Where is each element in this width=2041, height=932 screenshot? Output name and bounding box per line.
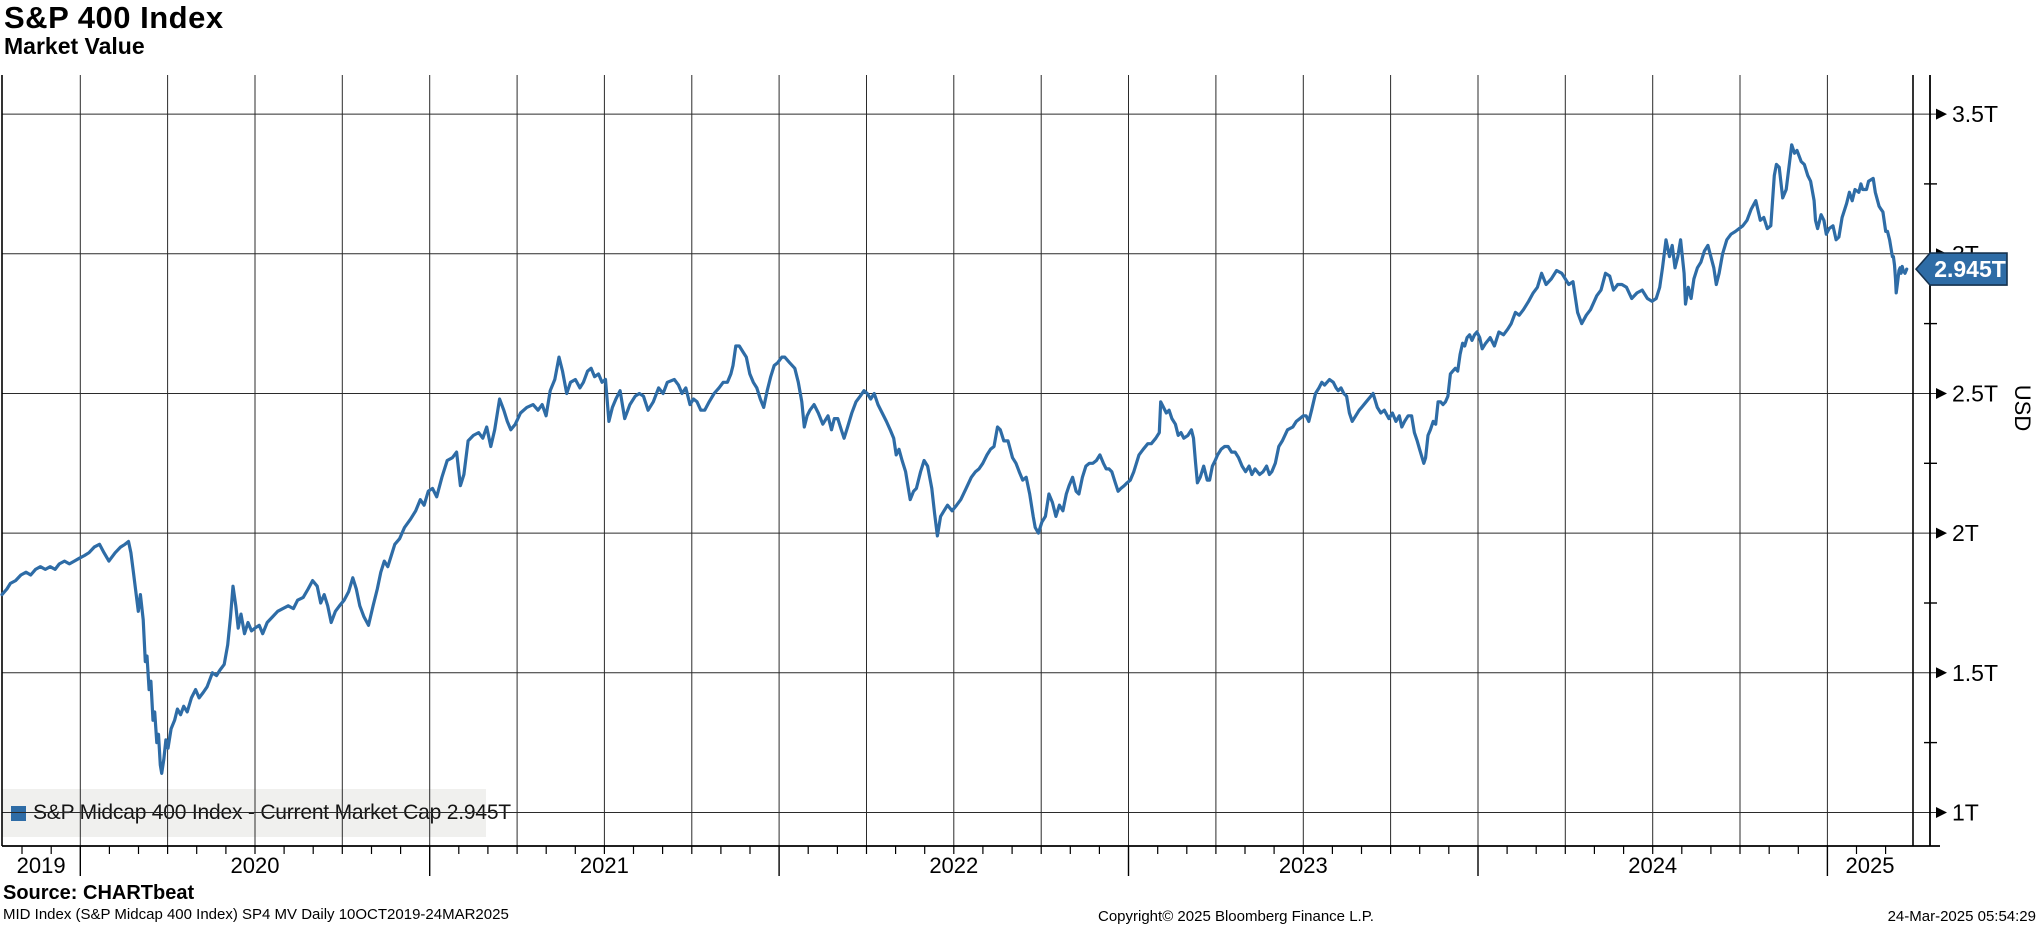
price-line [0,143,1909,775]
x-axis-year-label: 2025 [1846,853,1895,878]
legend-label: S&P Midcap 400 Index - Current Market Ca… [33,801,511,824]
series-swatch-icon [11,805,26,821]
y-axis-tick-label: 1T [1952,800,1979,826]
y-axis-tick-label: 1.5T [1952,660,1998,686]
page-title: S&P 400 Index [4,0,224,35]
legend: S&P Midcap 400 Index - Current Market Ca… [2,789,511,837]
source-label: Source: CHARTbeat [3,882,195,904]
y-axis-unit-label: USD [2010,384,2035,432]
x-axis-year-label: 2021 [580,853,629,878]
x-axis-year-label: 2024 [1628,853,1677,878]
y-axis-tick-label: 2T [1952,520,1979,546]
x-axis-year-label: 2023 [1279,853,1328,878]
last-price-badge [1914,252,2008,286]
footer-timestamp: 24-Mar-2025 05:54:29 [1887,908,2036,925]
y-tick-arrow-icon [1936,527,1947,539]
x-axis-year-label: 2019 [17,853,66,878]
y-axis-tick-label: 2.5T [1952,381,1998,407]
y-tick-arrow-icon [1936,388,1947,399]
y-tick-arrow-icon [1936,667,1947,679]
x-axis-year-label: 2020 [231,853,280,878]
last-price-badge-label: 2.945T [1934,256,2006,282]
y-tick-arrow-icon [1936,108,1947,120]
y-tick-arrow-icon [1936,807,1947,818]
footer-ticker-info: MID Index (S&P Midcap 400 Index) SP4 MV … [3,906,509,923]
page-subtitle: Market Value [4,33,145,59]
y-axis-tick-label: 3T [1952,241,1979,267]
x-axis-year-label: 2022 [929,853,978,878]
footer-copyright: Copyright© 2025 Bloomberg Finance L.P. [1098,908,1374,925]
y-tick-arrow-icon [1936,248,1947,260]
y-axis-tick-label: 3.5T [1952,101,1998,127]
